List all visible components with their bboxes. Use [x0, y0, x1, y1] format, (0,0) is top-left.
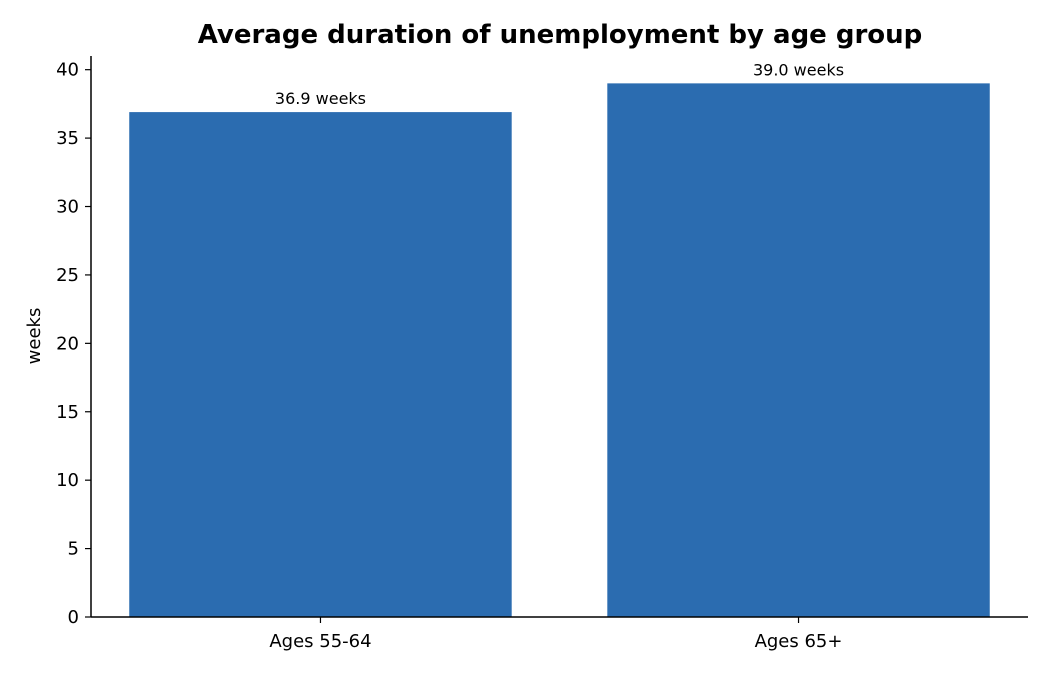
y-tick-label-7: 35	[56, 128, 79, 149]
data-labels-group: 36.9 weeks 39.0 weeks	[275, 60, 844, 108]
y-tick-label-8: 40	[56, 60, 79, 81]
x-tick-label-0: Ages 55-64	[269, 631, 371, 652]
y-axis-label: weeks	[24, 308, 45, 365]
y-tick-label-4: 20	[56, 333, 79, 354]
data-label-1: 39.0 weeks	[753, 60, 844, 79]
chart-title: Average duration of unemployment by age …	[198, 20, 923, 50]
y-tick-label-0: 0	[68, 607, 79, 628]
x-tick-label-1: Ages 65+	[755, 631, 843, 652]
bar-1	[607, 83, 990, 618]
data-label-0: 36.9 weeks	[275, 89, 366, 108]
y-tick-label-1: 5	[68, 539, 79, 560]
bar-0	[129, 112, 512, 617]
x-axis-ticks: Ages 55-64 Ages 65+	[269, 617, 842, 652]
bars-group	[129, 83, 990, 618]
y-tick-label-2: 10	[56, 470, 79, 491]
y-tick-label-6: 30	[56, 197, 79, 218]
y-tick-label-5: 25	[56, 265, 79, 286]
y-tick-label-3: 15	[56, 402, 79, 423]
y-axis-ticks: 0 5 10 15 20 25 30 35 40	[56, 60, 91, 628]
